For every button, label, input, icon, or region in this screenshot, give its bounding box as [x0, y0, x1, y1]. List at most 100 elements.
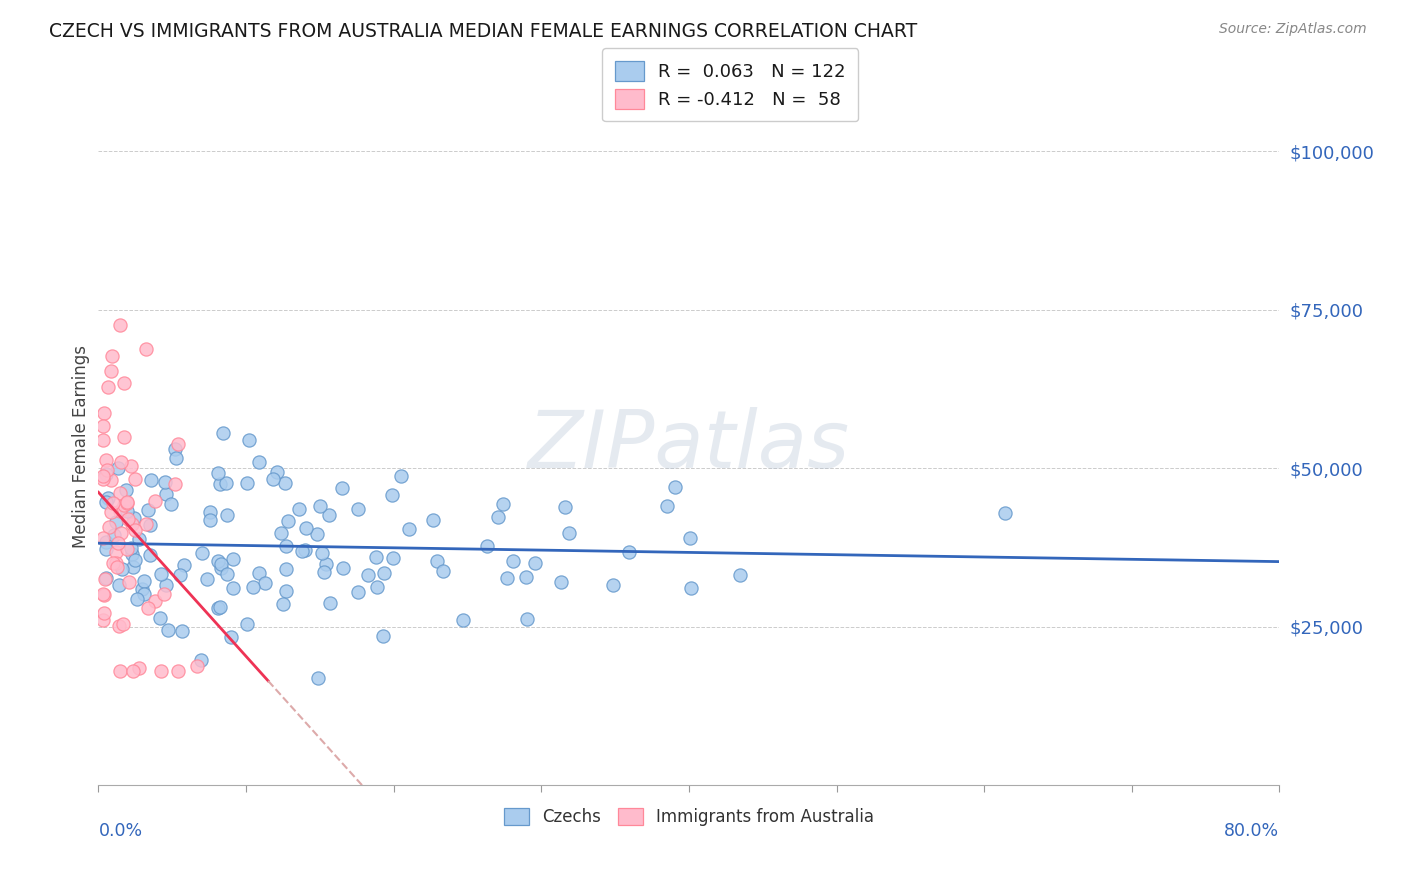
Point — [132, 574, 155, 589]
Point — [209, 561, 232, 575]
Point — [112, 376, 135, 390]
Point — [124, 510, 146, 524]
Point — [222, 581, 245, 595]
Point — [94, 535, 117, 549]
Point — [139, 548, 162, 562]
Point — [311, 546, 333, 560]
Point — [381, 550, 404, 565]
Point — [149, 664, 172, 678]
Point — [236, 476, 259, 491]
Point — [112, 617, 135, 632]
Point — [107, 460, 129, 475]
Point — [516, 612, 538, 626]
Point — [247, 566, 270, 581]
Point — [728, 568, 751, 582]
Point — [105, 516, 128, 530]
Point — [215, 567, 238, 582]
Point — [277, 514, 299, 528]
Point — [557, 525, 579, 540]
Point — [117, 511, 139, 525]
Point — [186, 659, 208, 673]
Point — [110, 455, 132, 469]
Point — [125, 591, 148, 606]
Point — [208, 476, 231, 491]
Point — [91, 531, 114, 545]
Point — [94, 467, 117, 482]
Point — [207, 600, 229, 615]
Point — [294, 521, 316, 535]
Point — [495, 571, 517, 585]
Point — [124, 472, 146, 486]
Point — [191, 546, 214, 560]
Point — [307, 671, 329, 685]
Point — [173, 558, 195, 572]
Point — [195, 572, 218, 586]
Point — [112, 430, 135, 444]
Point — [135, 342, 157, 356]
Point — [253, 576, 276, 591]
Point — [103, 528, 125, 542]
Text: 80.0%: 80.0% — [1225, 822, 1279, 840]
Point — [364, 549, 387, 564]
Point — [347, 501, 370, 516]
Point — [318, 508, 340, 523]
Point — [550, 574, 572, 589]
Point — [215, 475, 238, 490]
Point — [617, 545, 640, 559]
Point — [143, 594, 166, 608]
Point — [247, 455, 270, 469]
Point — [190, 653, 212, 667]
Point — [103, 556, 125, 570]
Point — [141, 473, 163, 487]
Point — [94, 571, 117, 585]
Point — [332, 560, 354, 574]
Point — [100, 349, 122, 363]
Point — [91, 613, 114, 627]
Point — [91, 587, 114, 601]
Point — [314, 565, 336, 579]
Point — [287, 501, 309, 516]
Point — [108, 664, 131, 678]
Point — [105, 560, 128, 574]
Point — [208, 600, 231, 615]
Point — [108, 318, 131, 333]
Point — [131, 582, 153, 596]
Point — [664, 480, 686, 494]
Point — [389, 469, 412, 483]
Point — [155, 487, 177, 501]
Point — [100, 505, 122, 519]
Point — [150, 566, 173, 581]
Point — [307, 527, 329, 541]
Point — [166, 664, 188, 678]
Point — [679, 582, 702, 596]
Point — [165, 450, 187, 465]
Point — [103, 496, 125, 510]
Point — [319, 595, 342, 609]
Point — [115, 496, 138, 510]
Point — [120, 458, 142, 473]
Point — [97, 380, 120, 394]
Point — [108, 486, 131, 500]
Point — [110, 526, 132, 541]
Point — [107, 536, 129, 550]
Point — [515, 569, 537, 583]
Point — [271, 597, 294, 611]
Point — [657, 499, 679, 513]
Point — [93, 606, 115, 620]
Point — [91, 433, 114, 447]
Point — [135, 517, 157, 532]
Text: ZIPatlas: ZIPatlas — [527, 407, 851, 485]
Point — [163, 476, 186, 491]
Point — [117, 504, 139, 518]
Point — [107, 578, 129, 592]
Point — [207, 467, 229, 481]
Legend: Czechs, Immigrants from Australia: Czechs, Immigrants from Australia — [495, 799, 883, 834]
Point — [502, 554, 524, 568]
Point — [554, 500, 576, 514]
Point — [236, 617, 259, 632]
Point — [994, 506, 1017, 520]
Point — [122, 560, 145, 574]
Point — [124, 553, 146, 567]
Point — [492, 497, 515, 511]
Point — [219, 630, 242, 644]
